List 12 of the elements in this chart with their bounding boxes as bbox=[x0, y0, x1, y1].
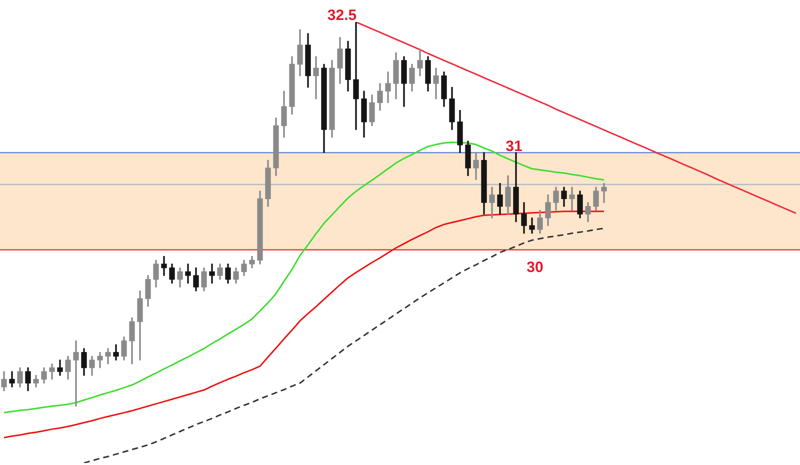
annotation: 31 bbox=[506, 138, 522, 156]
candlestick bbox=[601, 183, 607, 203]
annotation: 30 bbox=[526, 259, 544, 276]
candlestick bbox=[569, 186, 575, 211]
candlestick bbox=[353, 22, 359, 130]
candlestick bbox=[313, 56, 319, 100]
candlestick bbox=[9, 371, 15, 388]
candlestick bbox=[73, 340, 79, 406]
candlestick bbox=[161, 256, 167, 276]
candlestick bbox=[209, 264, 215, 284]
annotation: 32.5 bbox=[327, 7, 357, 24]
candlestick bbox=[185, 264, 191, 284]
